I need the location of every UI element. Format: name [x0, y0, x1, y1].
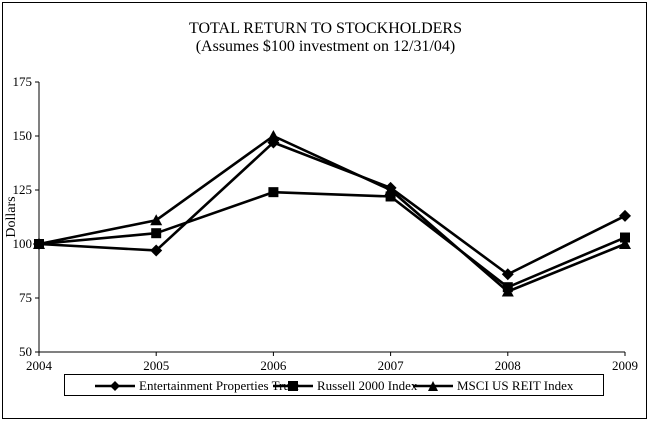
series-line-square: [38, 190, 626, 289]
series-line-diamond: [38, 141, 626, 276]
data-point-triangle: [501, 285, 514, 297]
y-tick-label: 100: [13, 236, 33, 251]
legend-label: Entertainment Properties Trust: [139, 378, 299, 393]
legend-label: Russell 2000 Index: [317, 378, 418, 393]
x-tick-label: 2006: [260, 358, 287, 373]
x-tick-label: 2008: [495, 358, 521, 373]
legend-swatch-square: [273, 381, 313, 391]
data-point-diamond: [619, 209, 631, 222]
data-point-diamond: [501, 268, 514, 281]
y-tick-label: 175: [13, 74, 33, 89]
chart-title: TOTAL RETURN TO STOCKHOLDERS: [189, 20, 462, 37]
x-tick-label: 2007: [378, 358, 405, 373]
y-tick-label: 125: [13, 182, 33, 197]
chart-subtitle: (Assumes $100 investment on 12/31/04): [195, 38, 456, 55]
legend-swatch-triangle: [413, 381, 453, 391]
data-point-triangle: [150, 214, 163, 226]
data-point-diamond: [150, 244, 163, 257]
data-point-square: [151, 228, 162, 239]
legend-label: MSCI US REIT Index: [457, 378, 574, 393]
data-point-square: [385, 191, 396, 202]
legend-swatch-diamond: [95, 381, 135, 391]
x-tick-label: 2005: [143, 358, 169, 373]
chart-frame: [2, 2, 647, 419]
data-point-square: [268, 187, 279, 198]
data-point-triangle: [619, 238, 631, 249]
x-tick-label: 2009: [612, 358, 638, 373]
data-point-triangle: [33, 238, 45, 249]
data-point-triangle: [267, 130, 280, 141]
data-point-triangle: [384, 184, 397, 195]
y-axis-label: Dollars: [4, 196, 19, 237]
legend-item-ept: Entertainment Properties Trust: [95, 376, 299, 396]
data-point-square: [620, 232, 630, 243]
y-tick-label: 75: [19, 290, 32, 305]
y-tick-label: 150: [13, 128, 33, 143]
series-line-triangle: [38, 134, 626, 293]
x-tick-label: 2004: [26, 358, 53, 373]
y-tick-label: 50: [19, 344, 32, 359]
legend-item-russell: Russell 2000 Index: [273, 376, 417, 396]
legend: Entertainment Properties Trust Russell 2…: [64, 374, 604, 396]
legend-item-msci: MSCI US REIT Index: [413, 376, 573, 396]
